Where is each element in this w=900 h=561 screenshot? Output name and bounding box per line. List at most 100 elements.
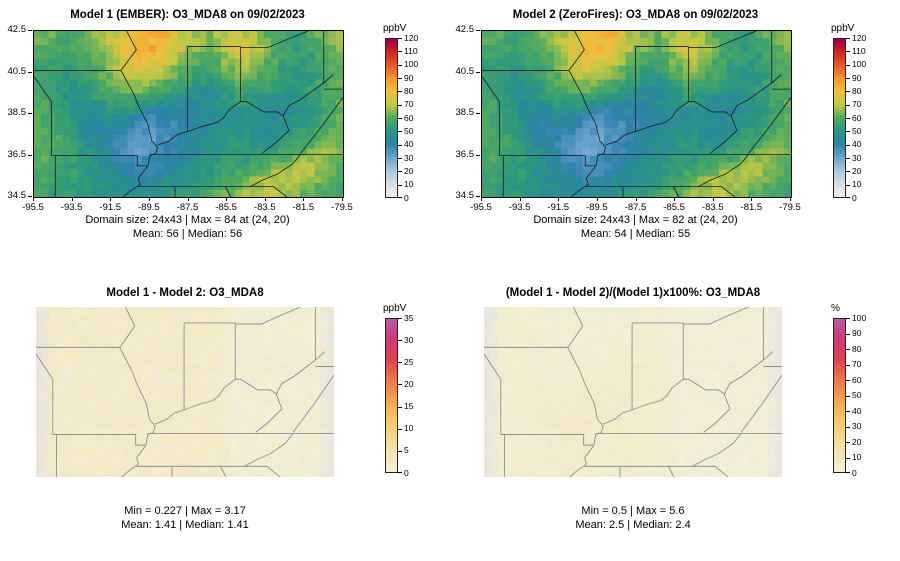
y-axis-model1: 42.5 40.5 38.5 36.5 34.5 xyxy=(0,25,33,201)
colorbar-tick-mark xyxy=(846,104,850,106)
colorbar-tick-mark xyxy=(398,144,402,146)
colorbar-tick-mark xyxy=(846,171,850,173)
colorbar-tick-label: 5 xyxy=(404,445,409,456)
colorbar-tick-label: 0 xyxy=(404,192,409,203)
caption-minmax-difference: Min = 0.227 | Max = 3.17 xyxy=(124,505,246,517)
x-tick-mark xyxy=(33,197,34,201)
colorbar-tick-label: 10 xyxy=(852,179,862,190)
colorbar-tick-label: 30 xyxy=(852,421,862,431)
colorbar-tick-mark xyxy=(398,78,402,79)
colorbar-tick-mark xyxy=(846,411,850,412)
colorbar-tick-label: 30 xyxy=(852,152,862,163)
colorbar-tick-mark xyxy=(846,318,850,319)
colorbar-tick-mark xyxy=(846,158,850,159)
colorbar-tick-mark xyxy=(398,158,402,159)
colorbar-unit-label: ppbV xyxy=(383,303,407,314)
colorbar-tick-label: 80 xyxy=(404,85,414,96)
colorbar-tick-mark xyxy=(846,333,850,335)
x-tick-label: -87.5 xyxy=(624,202,647,213)
colorbar-tick-mark xyxy=(398,362,402,364)
y-tick-label: 38.5 xyxy=(7,107,27,118)
y-tick-label: 42.5 xyxy=(455,24,475,35)
panel-title-difference: Model 1 - Model 2: O3_MDA8 xyxy=(106,287,264,299)
y-tick-mark xyxy=(28,196,32,197)
colorbar-tick-label: 90 xyxy=(852,72,862,83)
colorbar-tick-label: 20 xyxy=(852,165,862,176)
colorbar-tick-label: 100 xyxy=(852,59,867,70)
x-tick-label: -87.5 xyxy=(176,202,199,213)
colorbar-tick-mark xyxy=(846,64,850,66)
x-tick-label: -91.5 xyxy=(547,202,570,213)
x-tick-mark xyxy=(264,197,266,201)
colorbar-tick-label: 50 xyxy=(404,125,414,136)
caption-mean-median-difference: Mean: 1.41 | Median: 1.41 xyxy=(121,519,249,531)
x-tick-mark xyxy=(110,197,112,201)
colorbar-tick-label: 120 xyxy=(404,32,419,43)
colorbar-tick-label: 20 xyxy=(404,378,414,389)
colorbar-tick-mark xyxy=(846,442,850,443)
panel-title-model1: Model 1 (EMBER): O3_MDA8 on 09/02/2023 xyxy=(70,9,305,21)
x-tick-label: -83.5 xyxy=(701,202,724,213)
colorbar-tick-label: 30 xyxy=(404,334,414,345)
colorbar-tick-mark xyxy=(846,426,850,428)
colorbar-tick-mark xyxy=(398,472,402,473)
model2-heatmap-canvas xyxy=(482,31,791,197)
y-tick-mark xyxy=(476,71,480,73)
x-tick-label: -81.5 xyxy=(292,202,315,213)
colorbar-tick-label: 50 xyxy=(852,125,862,136)
colorbar-tick-mark xyxy=(846,118,850,119)
colorbar-tick-mark xyxy=(398,91,402,93)
colorbar-gradient xyxy=(385,38,398,198)
colorbar-tick-label: 30 xyxy=(404,152,414,163)
caption-mean-median-model2: Mean: 54 | Median: 55 xyxy=(580,228,691,240)
colorbar-tick-label: 50 xyxy=(852,390,862,400)
x-tick-mark xyxy=(481,197,482,201)
colorbar-gradient xyxy=(385,318,398,473)
colorbar-tick-mark xyxy=(398,118,402,119)
x-tick-label: -83.5 xyxy=(253,202,276,213)
y-tick-label: 34.5 xyxy=(455,190,475,201)
colorbar-tick-mark xyxy=(846,349,850,350)
y-tick-mark xyxy=(28,154,32,156)
colorbar-tick-label: 120 xyxy=(852,32,867,43)
colorbar-tick-label: 60 xyxy=(404,112,414,123)
x-tick-mark xyxy=(71,197,73,201)
y-tick-label: 40.5 xyxy=(455,65,475,77)
colorbar-tick-mark xyxy=(398,38,402,39)
x-tick-label: -93.5 xyxy=(508,202,531,213)
state-boundaries-overlay xyxy=(482,31,791,197)
x-tick-mark xyxy=(519,197,521,201)
y-tick-mark xyxy=(476,30,480,31)
y-tick-label: 36.5 xyxy=(455,148,475,160)
colorbar-tick-mark xyxy=(398,64,402,66)
colorbar-unit-label: ppbV xyxy=(831,23,855,34)
caption-mean-median-percent-difference: Mean: 2.5 | Median: 2.4 xyxy=(575,519,691,531)
colorbar-tick-mark xyxy=(398,184,402,186)
colorbar-unit-label: ppbV xyxy=(383,23,407,34)
x-tick-label: -93.5 xyxy=(60,202,83,213)
x-tick-label: -89.5 xyxy=(138,202,160,213)
y-tick-label: 38.5 xyxy=(455,107,475,118)
colorbar-tick-label: 15 xyxy=(404,401,414,412)
y-tick-mark xyxy=(28,71,32,73)
y-tick-label: 42.5 xyxy=(7,24,27,35)
caption-minmax-percent-difference: Min = 0.5 | Max = 5.6 xyxy=(581,505,685,517)
colorbar-tick-label: 100 xyxy=(852,312,867,323)
x-tick-mark xyxy=(342,197,343,201)
colorbar-tick-label: 10 xyxy=(852,452,862,462)
state-boundaries-overlay xyxy=(36,307,334,477)
colorbar-tick-label: 70 xyxy=(404,99,414,110)
y-tick-label: 40.5 xyxy=(7,65,27,77)
colorbar-tick-label: 10 xyxy=(404,179,414,190)
x-tick-label: -89.5 xyxy=(586,202,608,213)
y-tick-mark xyxy=(476,113,480,114)
colorbar-tick-mark xyxy=(398,340,402,342)
colorbar-tick-label: 40 xyxy=(852,139,862,150)
x-tick-mark xyxy=(558,197,560,201)
y-axis-model2: 42.5 40.5 38.5 36.5 34.5 xyxy=(448,25,481,201)
colorbar-tick-mark xyxy=(398,131,402,133)
x-tick-mark xyxy=(635,197,637,201)
colorbar-tick-mark xyxy=(398,406,402,408)
x-tick-label: -81.5 xyxy=(740,202,763,213)
